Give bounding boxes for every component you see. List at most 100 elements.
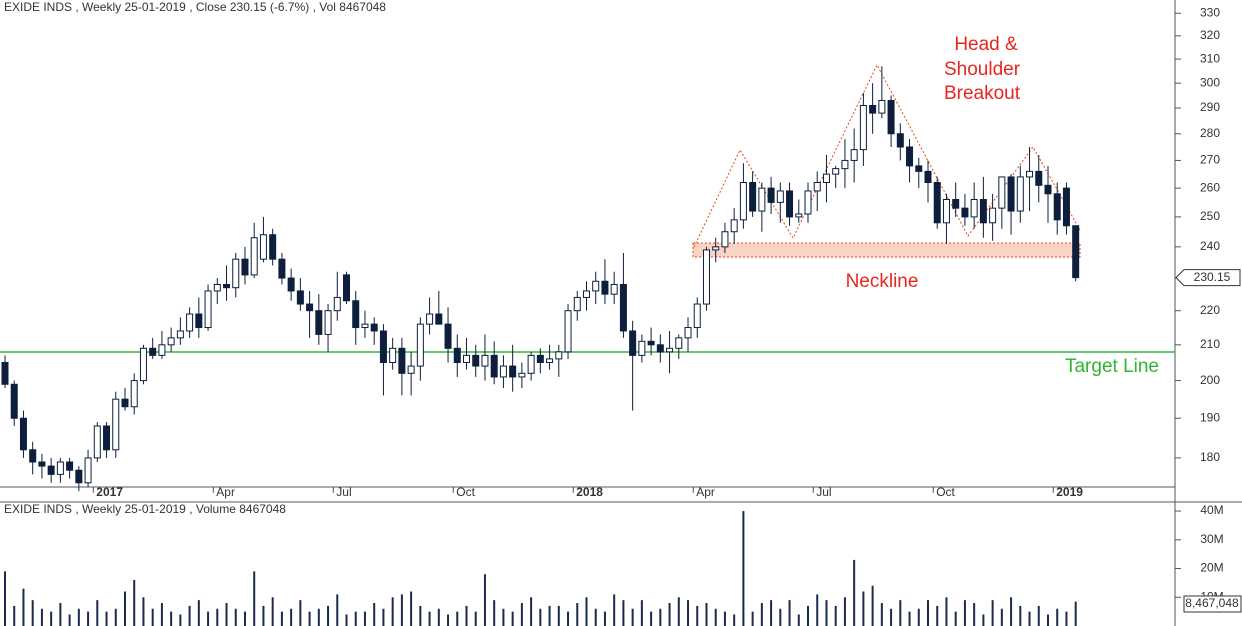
volume-bar [207,611,210,626]
volume-bar [262,605,265,626]
candle-body [1062,187,1070,227]
volume-bar [114,608,117,626]
volume-bar [170,611,173,626]
volume-bar [511,611,514,626]
candle-body [896,133,904,148]
candle-body [915,165,923,172]
candle-body [582,290,590,298]
candle-body [527,354,535,374]
volume-bar [825,600,828,626]
volume-bar [40,608,43,626]
volume-bar [456,611,459,626]
candle-body [749,182,757,212]
volume-bar [520,603,523,626]
volume-bar [567,611,570,626]
volume-bar [77,608,80,626]
candle-body [656,344,664,353]
volume-bar [179,614,182,626]
candle-body [370,323,378,332]
candle-body [739,182,747,221]
volume-bar [96,600,99,626]
candle-body [989,207,997,224]
target-label: Target Line [1065,356,1159,377]
volume-bar [917,608,920,626]
candle-body [426,313,434,325]
y-tick-label: 320 [1200,28,1220,42]
volume-bar [447,614,450,626]
candle-body [241,258,249,276]
volume-bar [299,600,302,626]
volume-bar [862,591,865,626]
volume-bar [843,597,846,626]
candle-body [167,337,175,346]
candle-body [536,354,544,363]
volume-bar [871,585,874,626]
volume-bar [1019,605,1022,626]
volume-bar [733,614,736,626]
candle-body [546,358,554,363]
volume-bar [963,600,966,626]
candle-body [1016,176,1024,212]
candle-body [509,365,517,378]
candle-body [1,361,9,385]
volume-bar [271,597,274,626]
volume-bar [585,597,588,626]
volume-bar [880,603,883,626]
candle-body [139,347,147,382]
candle-body [398,347,406,374]
volume-bar [428,611,431,626]
y-tick-label: 240 [1200,239,1220,253]
volume-bar [1000,608,1003,626]
volume-bar [382,608,385,626]
volume-bar [410,591,413,626]
candle-body [1007,176,1015,212]
volume-bar [1056,608,1059,626]
candle-body [933,182,941,224]
volume-bar [788,600,791,626]
volume-bar [317,608,320,626]
candle-body [463,354,470,363]
candle-body [38,461,46,467]
candle-body [56,461,64,475]
candle-body [952,198,960,209]
volume-bar [87,611,90,626]
candle-body [389,347,397,363]
y-tick-label: 200 [1200,373,1220,387]
candle-body [352,300,360,329]
volume-bar [659,608,662,626]
volume-bar [650,611,653,626]
candle-body [610,283,618,295]
x-tick-label: 2017 [96,485,123,499]
candle-body [435,313,443,325]
candle-body [924,170,932,184]
candle-body [869,104,877,114]
candle-body [343,274,351,302]
volume-bar [594,608,597,626]
volume-bar [1074,601,1077,626]
volume-bar [308,611,311,626]
candle-body [906,146,914,167]
last-price-marker [1175,269,1241,287]
candle-body [296,290,304,305]
volume-bar [373,603,376,626]
candle-body [887,99,895,135]
candle-body [130,380,138,408]
candle-body [269,234,277,260]
candle-body [1053,193,1061,221]
candle-body [444,323,452,349]
volume-bar [133,580,136,626]
y-tick-label: 190 [1200,410,1220,424]
volume-bar [225,603,228,626]
volume-bar [816,594,819,626]
volume-bar [59,603,62,626]
candle-body [822,173,830,184]
candle-body [859,104,867,151]
candle-body [250,237,258,276]
candle-body [223,283,231,289]
volume-bar [4,571,6,626]
annotation: Shoulder [944,59,1021,80]
candle-body [84,457,92,484]
candle-body [979,198,987,224]
volume-bar [687,600,690,626]
